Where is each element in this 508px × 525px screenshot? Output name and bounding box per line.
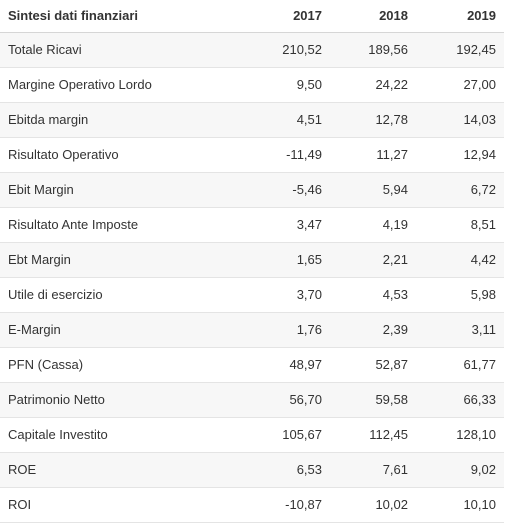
table-row: Risultato Operativo -11,49 11,27 12,94 bbox=[0, 137, 504, 173]
row-label: Patrimonio Netto bbox=[0, 382, 244, 418]
year-header-2019: 2019 bbox=[416, 0, 504, 33]
value-cell-2017: 210,52 bbox=[244, 32, 330, 68]
row-label: Utile di esercizio bbox=[0, 277, 244, 313]
value-cell-2019: 192,45 bbox=[416, 32, 504, 68]
row-label: E-Margin bbox=[0, 312, 244, 348]
value-cell-2018: 12,78 bbox=[330, 102, 416, 138]
value-cell-2017: 9,50 bbox=[244, 67, 330, 103]
table-row: Totale Ricavi 210,52 189,56 192,45 bbox=[0, 32, 504, 68]
value-cell-2019: 8,51 bbox=[416, 207, 504, 243]
value-cell-2017: 105,67 bbox=[244, 417, 330, 453]
value-cell-2017: 1,65 bbox=[244, 242, 330, 278]
row-label: Risultato Ante Imposte bbox=[0, 207, 244, 243]
table-row: PFN (Cassa) 48,97 52,87 61,77 bbox=[0, 347, 504, 383]
value-cell-2017: 56,70 bbox=[244, 382, 330, 418]
row-label: Ebt Margin bbox=[0, 242, 244, 278]
table-body: Totale Ricavi 210,52 189,56 192,45 Margine O… bbox=[0, 32, 504, 523]
value-cell-2017: 3,47 bbox=[244, 207, 330, 243]
value-cell-2019: 10,10 bbox=[416, 487, 504, 523]
year-header-2018: 2018 bbox=[330, 0, 416, 33]
value-cell-2017: 1,76 bbox=[244, 312, 330, 348]
row-label: Margine Operativo Lordo bbox=[0, 67, 244, 103]
row-label: PFN (Cassa) bbox=[0, 347, 244, 383]
value-cell-2019: 4,42 bbox=[416, 242, 504, 278]
value-cell-2018: 59,58 bbox=[330, 382, 416, 418]
value-cell-2017: -5,46 bbox=[244, 172, 330, 208]
value-cell-2019: 6,72 bbox=[416, 172, 504, 208]
table-header-row: Sintesi dati finanziari 2017 2018 2019 bbox=[0, 0, 504, 33]
value-cell-2019: 61,77 bbox=[416, 347, 504, 383]
value-cell-2018: 112,45 bbox=[330, 417, 416, 453]
value-cell-2019: 27,00 bbox=[416, 67, 504, 103]
value-cell-2018: 4,53 bbox=[330, 277, 416, 313]
value-cell-2019: 14,03 bbox=[416, 102, 504, 138]
table-row: ROE 6,53 7,61 9,02 bbox=[0, 452, 504, 488]
table-row: ROI -10,87 10,02 10,10 bbox=[0, 487, 504, 523]
value-cell-2018: 2,21 bbox=[330, 242, 416, 278]
value-cell-2019: 12,94 bbox=[416, 137, 504, 173]
table-row: Risultato Ante Imposte 3,47 4,19 8,51 bbox=[0, 207, 504, 243]
value-cell-2017: 4,51 bbox=[244, 102, 330, 138]
value-cell-2018: 11,27 bbox=[330, 137, 416, 173]
value-cell-2018: 52,87 bbox=[330, 347, 416, 383]
value-cell-2019: 9,02 bbox=[416, 452, 504, 488]
table-row: E-Margin 1,76 2,39 3,11 bbox=[0, 312, 504, 348]
value-cell-2019: 66,33 bbox=[416, 382, 504, 418]
value-cell-2019: 128,10 bbox=[416, 417, 504, 453]
value-cell-2018: 2,39 bbox=[330, 312, 416, 348]
row-label: ROE bbox=[0, 452, 244, 488]
value-cell-2018: 7,61 bbox=[330, 452, 416, 488]
table-row: Patrimonio Netto 56,70 59,58 66,33 bbox=[0, 382, 504, 418]
row-label: Risultato Operativo bbox=[0, 137, 244, 173]
value-cell-2018: 189,56 bbox=[330, 32, 416, 68]
value-cell-2019: 5,98 bbox=[416, 277, 504, 313]
value-cell-2017: 6,53 bbox=[244, 452, 330, 488]
value-cell-2017: -11,49 bbox=[244, 137, 330, 173]
value-cell-2018: 4,19 bbox=[330, 207, 416, 243]
table-row: Capitale Investito 105,67 112,45 128,10 bbox=[0, 417, 504, 453]
value-cell-2017: -10,87 bbox=[244, 487, 330, 523]
value-cell-2018: 5,94 bbox=[330, 172, 416, 208]
table-title-header: Sintesi dati finanziari bbox=[0, 0, 244, 33]
table-row: Ebit Margin -5,46 5,94 6,72 bbox=[0, 172, 504, 208]
table-row: Margine Operativo Lordo 9,50 24,22 27,00 bbox=[0, 67, 504, 103]
value-cell-2018: 24,22 bbox=[330, 67, 416, 103]
table-row: Ebitda margin 4,51 12,78 14,03 bbox=[0, 102, 504, 138]
year-header-2017: 2017 bbox=[244, 0, 330, 33]
row-label: Ebit Margin bbox=[0, 172, 244, 208]
value-cell-2017: 48,97 bbox=[244, 347, 330, 383]
value-cell-2018: 10,02 bbox=[330, 487, 416, 523]
row-label: Ebitda margin bbox=[0, 102, 244, 138]
row-label: ROI bbox=[0, 487, 244, 523]
value-cell-2017: 3,70 bbox=[244, 277, 330, 313]
value-cell-2019: 3,11 bbox=[416, 312, 504, 348]
row-label: Totale Ricavi bbox=[0, 32, 244, 68]
row-label: Capitale Investito bbox=[0, 417, 244, 453]
table-row: Utile di esercizio 3,70 4,53 5,98 bbox=[0, 277, 504, 313]
table-row: Ebt Margin 1,65 2,21 4,42 bbox=[0, 242, 504, 278]
